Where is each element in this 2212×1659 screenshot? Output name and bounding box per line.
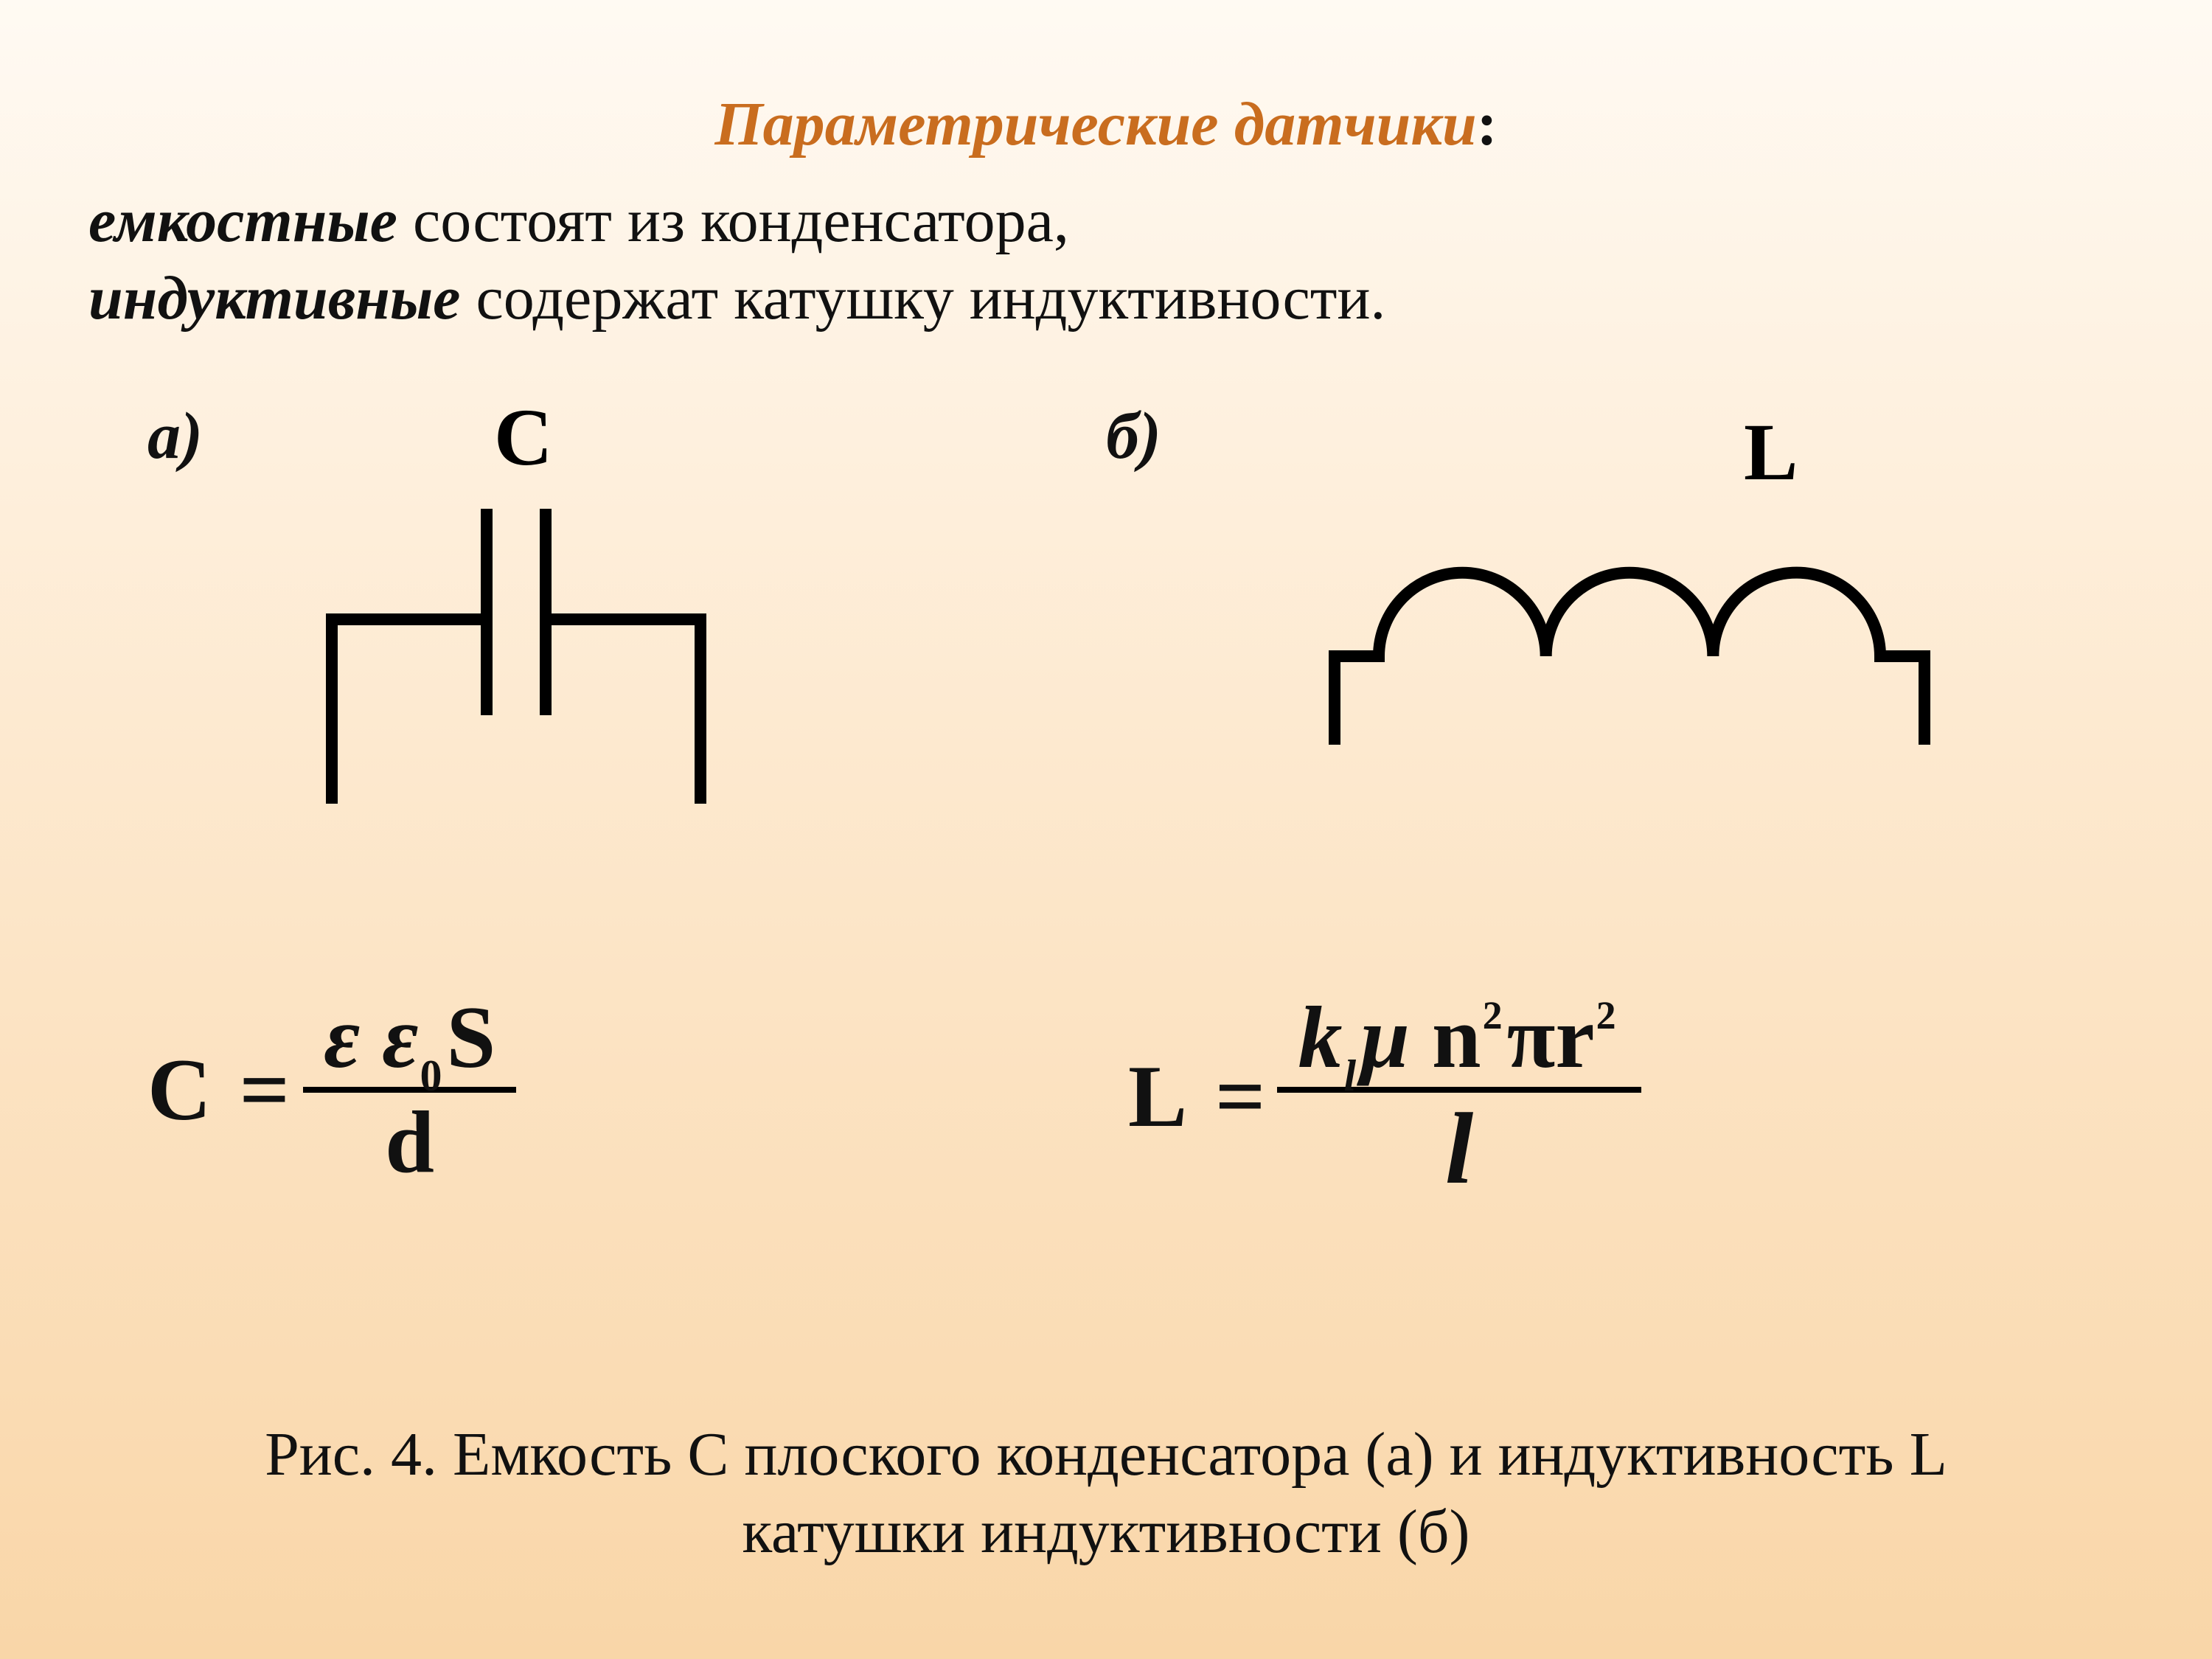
line2-rest: содержат катушку индуктивности. [460,264,1385,333]
formula-b-lhs: L [1128,1046,1187,1147]
r: r [1555,991,1594,1084]
diagrams-area: а) C C = ε ε0 S d б) L [0,383,2212,1379]
formula-a-denominator: d [364,1093,455,1192]
panel-b-label: б) [1106,398,1161,474]
formula-b-eq: = [1215,1046,1264,1147]
n-sup: 2 [1483,995,1503,1037]
k-sub: l [1343,1053,1356,1099]
formula-a-bar [303,1087,516,1093]
S: S [447,991,496,1084]
formula-b-numerator: kl μ n2πr2 [1277,988,1641,1087]
line1-bold: емкостные [88,187,397,255]
description-line-2: индуктивные содержат катушку индуктивнос… [88,260,2138,337]
formula-a-eq: = [240,1039,290,1141]
r-sup: 2 [1596,995,1616,1037]
n: n [1432,991,1481,1084]
formula-b-fraction: kl μ n2πr2 l [1277,988,1641,1206]
inductor-letter: L [1744,406,1798,499]
formula-b-denominator: l [1425,1093,1494,1206]
panel-b: б) L L = kl μ n2πr2 l [1106,383,2065,1379]
k: k [1298,991,1342,1084]
capacitance-formula: C = ε ε0 S d [147,988,516,1192]
eps2: ε [382,991,418,1084]
description-paragraph: емкостные состоят из конденсатора, индук… [88,182,2138,337]
eps-sub: 0 [420,1053,442,1099]
slide-content: Параметрические датчики: емкостные состо… [0,0,2212,337]
inductor-schematic-icon [1305,501,1954,745]
formula-a-lhs: C [147,1039,212,1141]
description-line-1: емкостные состоят из конденсатора, [88,182,2138,260]
line1-rest: состоят из конденсатора, [397,187,1069,255]
panel-a-label: а) [147,398,203,474]
inductance-formula: L = kl μ n2πr2 l [1128,988,1641,1206]
capacitor-schematic-icon [288,465,745,818]
formula-a-numerator: ε ε0 S [303,988,516,1087]
title-colon: : [1477,90,1498,159]
formula-a-fraction: ε ε0 S d [303,988,516,1192]
figure-caption: Рис. 4. Емкость C плоского конденсатора … [0,1416,2212,1571]
caption-line-2: катушки индуктивности (б) [118,1493,2094,1571]
slide-title: Параметрические датчики: [74,88,2138,160]
panel-a: а) C C = ε ε0 S d [147,383,959,1379]
eps1: ε [324,991,360,1084]
mu: μ [1360,991,1410,1084]
caption-line-1: Рис. 4. Емкость C плоского конденсатора … [118,1416,2094,1493]
title-text: Параметрические датчики [714,90,1476,159]
line2-bold: индуктивные [88,264,460,333]
pi: π [1507,991,1556,1084]
